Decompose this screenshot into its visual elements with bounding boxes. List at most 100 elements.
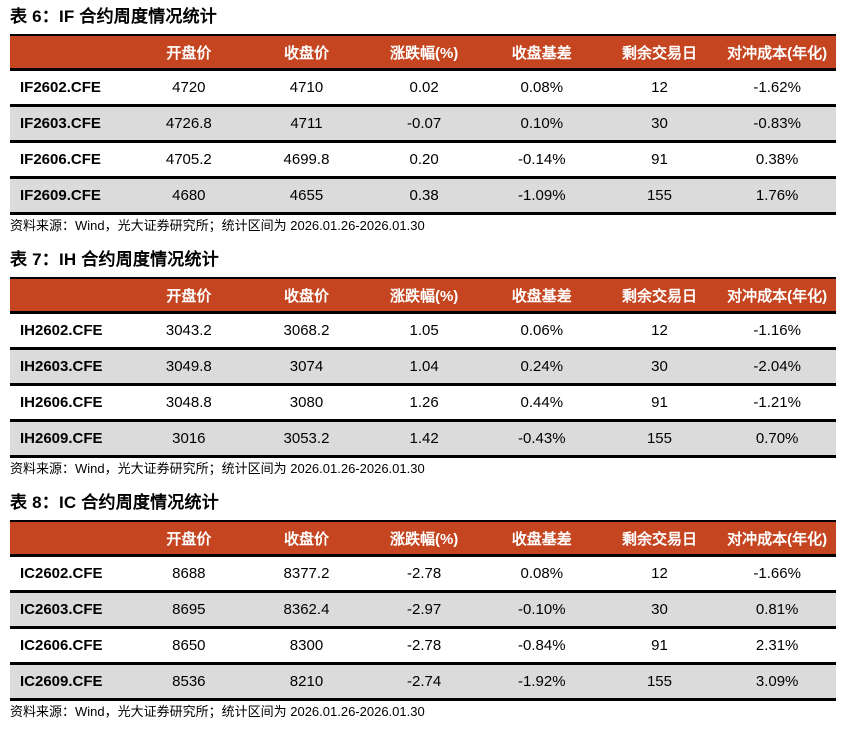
column-header xyxy=(10,277,130,314)
value-cell: 1.26 xyxy=(365,384,483,422)
value-cell: 1.04 xyxy=(365,348,483,386)
futures-table-ic: 开盘价 收盘价 涨跌幅(%) 收盘基差 剩余交易日 对冲成本(年化) IC2602.CFE… xyxy=(10,520,836,701)
value-cell: 4710 xyxy=(247,69,366,107)
value-cell: -2.97 xyxy=(365,591,483,629)
value-cell: 8300 xyxy=(247,627,366,665)
table-section-ih: 表 7：IH 合约周度情况统计 开盘价 收盘价 涨跌幅(%) 收盘基差 剩余交易日 对冲成… xyxy=(10,249,836,477)
value-cell: 3048.8 xyxy=(130,384,248,422)
column-header: 收盘基差 xyxy=(482,520,601,557)
value-cell: 3016 xyxy=(130,420,248,458)
contract-cell: IC2609.CFE xyxy=(10,663,130,701)
value-cell: 4655 xyxy=(247,177,366,215)
value-cell: -2.74 xyxy=(365,663,483,701)
value-cell: 30 xyxy=(600,591,719,629)
table-section-if: 表 6：IF 合约周度情况统计 开盘价 收盘价 涨跌幅(%) 收盘基差 剩余交易日 对冲成… xyxy=(10,6,836,234)
value-cell: 91 xyxy=(600,141,719,179)
value-cell: 0.44% xyxy=(482,384,601,422)
value-cell: -0.84% xyxy=(482,627,601,665)
contract-cell: IF2603.CFE xyxy=(10,105,130,143)
value-cell: 4680 xyxy=(130,177,248,215)
value-cell: -2.04% xyxy=(718,348,836,386)
value-cell: 30 xyxy=(600,105,719,143)
value-cell: -1.66% xyxy=(718,555,836,593)
column-header: 收盘价 xyxy=(247,277,366,314)
value-cell: 3068.2 xyxy=(247,312,366,350)
value-cell: 91 xyxy=(600,627,719,665)
table-row: IF2609.CFE 4680 4655 0.38 -1.09% 155 1.76% xyxy=(10,177,836,215)
column-header xyxy=(10,34,130,71)
value-cell: 0.38% xyxy=(718,141,836,179)
futures-table-if: 开盘价 收盘价 涨跌幅(%) 收盘基差 剩余交易日 对冲成本(年化) IF2602.CFE… xyxy=(10,34,836,215)
value-cell: 0.20 xyxy=(365,141,483,179)
table-row: IH2602.CFE 3043.2 3068.2 1.05 0.06% 12 -1.16% xyxy=(10,312,836,350)
value-cell: 8650 xyxy=(130,627,248,665)
value-cell: 3043.2 xyxy=(130,312,248,350)
contract-cell: IC2603.CFE xyxy=(10,591,130,629)
table-row: IF2602.CFE 4720 4710 0.02 0.08% 12 -1.62% xyxy=(10,69,836,107)
value-cell: 8695 xyxy=(130,591,248,629)
value-cell: -0.43% xyxy=(482,420,601,458)
value-cell: -0.14% xyxy=(482,141,601,179)
column-header: 收盘基差 xyxy=(482,34,601,71)
table-row: IH2606.CFE 3048.8 3080 1.26 0.44% 91 -1.21% xyxy=(10,384,836,422)
value-cell: -0.07 xyxy=(365,105,483,143)
value-cell: 4711 xyxy=(247,105,366,143)
contract-cell: IC2602.CFE xyxy=(10,555,130,593)
value-cell: -1.92% xyxy=(482,663,601,701)
value-cell: 0.02 xyxy=(365,69,483,107)
contract-cell: IF2609.CFE xyxy=(10,177,130,215)
contract-cell: IF2606.CFE xyxy=(10,141,130,179)
column-header: 剩余交易日 xyxy=(600,520,719,557)
column-header: 收盘基差 xyxy=(482,277,601,314)
contract-cell: IC2606.CFE xyxy=(10,627,130,665)
value-cell: 8362.4 xyxy=(247,591,366,629)
value-cell: 0.06% xyxy=(482,312,601,350)
value-cell: 12 xyxy=(600,312,719,350)
column-header: 收盘价 xyxy=(247,34,366,71)
value-cell: 3074 xyxy=(247,348,366,386)
source-note: 资料来源：Wind，光大证券研究所；统计区间为 2026.01.26-2026.… xyxy=(10,218,425,233)
value-cell: 12 xyxy=(600,69,719,107)
table-row: IC2606.CFE 8650 8300 -2.78 -0.84% 91 2.31% xyxy=(10,627,836,665)
column-header: 涨跌幅(%) xyxy=(365,520,483,557)
value-cell: -1.09% xyxy=(482,177,601,215)
column-header: 开盘价 xyxy=(130,34,248,71)
value-cell: 155 xyxy=(600,177,719,215)
column-header xyxy=(10,520,130,557)
column-header: 开盘价 xyxy=(130,520,248,557)
column-header: 对冲成本(年化) xyxy=(718,277,836,314)
value-cell: 8536 xyxy=(130,663,248,701)
table-row: IC2602.CFE 8688 8377.2 -2.78 0.08% 12 -1.66% xyxy=(10,555,836,593)
value-cell: 3053.2 xyxy=(247,420,366,458)
table-row: IF2603.CFE 4726.8 4711 -0.07 0.10% 30 -0.83% xyxy=(10,105,836,143)
column-header: 对冲成本(年化) xyxy=(718,34,836,71)
value-cell: 12 xyxy=(600,555,719,593)
table-row: IH2603.CFE 3049.8 3074 1.04 0.24% 30 -2.04% xyxy=(10,348,836,386)
contract-cell: IH2609.CFE xyxy=(10,420,130,458)
value-cell: -1.16% xyxy=(718,312,836,350)
report-page: 表 6：IF 合约周度情况统计 开盘价 收盘价 涨跌幅(%) 收盘基差 剩余交易日 对冲成… xyxy=(0,6,846,720)
value-cell: 0.08% xyxy=(482,69,601,107)
value-cell: 155 xyxy=(600,663,719,701)
futures-table-ih: 开盘价 收盘价 涨跌幅(%) 收盘基差 剩余交易日 对冲成本(年化) IH2602.CFE… xyxy=(10,277,836,458)
column-header: 对冲成本(年化) xyxy=(718,520,836,557)
value-cell: 0.10% xyxy=(482,105,601,143)
value-cell: 4720 xyxy=(130,69,248,107)
value-cell: 3080 xyxy=(247,384,366,422)
value-cell: 3.09% xyxy=(718,663,836,701)
value-cell: -2.78 xyxy=(365,627,483,665)
value-cell: -0.83% xyxy=(718,105,836,143)
table-row: IF2606.CFE 4705.2 4699.8 0.20 -0.14% 91 0.38% xyxy=(10,141,836,179)
value-cell: 30 xyxy=(600,348,719,386)
source-note: 资料来源：Wind，光大证券研究所；统计区间为 2026.01.26-2026.… xyxy=(10,461,425,476)
source-note: 资料来源：Wind，光大证券研究所；统计区间为 2026.01.26-2026.… xyxy=(10,704,425,719)
value-cell: 0.08% xyxy=(482,555,601,593)
table-section-ic: 表 8：IC 合约周度情况统计 开盘价 收盘价 涨跌幅(%) 收盘基差 剩余交易日 对冲成… xyxy=(10,492,836,720)
value-cell: 0.38 xyxy=(365,177,483,215)
value-cell: 4705.2 xyxy=(130,141,248,179)
value-cell: -0.10% xyxy=(482,591,601,629)
value-cell: 1.42 xyxy=(365,420,483,458)
column-header: 涨跌幅(%) xyxy=(365,34,483,71)
header-row: 开盘价 收盘价 涨跌幅(%) 收盘基差 剩余交易日 对冲成本(年化) xyxy=(10,520,836,557)
contract-cell: IH2603.CFE xyxy=(10,348,130,386)
